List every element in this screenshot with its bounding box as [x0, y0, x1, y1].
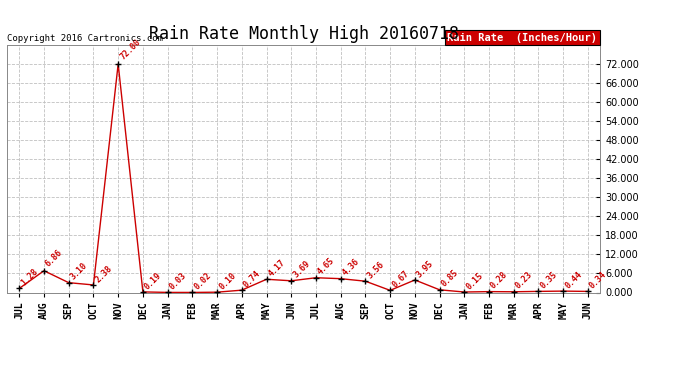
Text: 0.10: 0.10 — [217, 271, 237, 291]
Text: 4.36: 4.36 — [341, 257, 361, 278]
Text: 4.65: 4.65 — [316, 256, 337, 277]
Text: 0.23: 0.23 — [514, 270, 534, 291]
Text: 0.28: 0.28 — [489, 270, 509, 291]
Text: 0.35: 0.35 — [538, 270, 559, 291]
Text: 3.10: 3.10 — [69, 261, 89, 282]
Text: 0.03: 0.03 — [168, 271, 188, 291]
Text: 4.17: 4.17 — [266, 258, 287, 278]
Text: 0.44: 0.44 — [563, 270, 584, 290]
Text: 2.38: 2.38 — [93, 264, 114, 284]
Text: 0.85: 0.85 — [440, 268, 460, 289]
Text: 0.02: 0.02 — [193, 271, 213, 291]
Text: 1.28: 1.28 — [19, 267, 40, 288]
Text: 0.67: 0.67 — [390, 269, 411, 290]
Text: 3.69: 3.69 — [291, 260, 312, 280]
Text: 0.74: 0.74 — [241, 269, 262, 289]
Title: Rain Rate Monthly High 20160718: Rain Rate Monthly High 20160718 — [148, 26, 459, 44]
Text: Rain Rate  (Inches/Hour): Rain Rate (Inches/Hour) — [447, 33, 598, 42]
Text: 0.34: 0.34 — [588, 270, 609, 291]
Text: 0.15: 0.15 — [464, 271, 485, 291]
Text: 0.19: 0.19 — [143, 270, 164, 291]
Text: 6.86: 6.86 — [44, 248, 64, 268]
Text: Copyright 2016 Cartronics.com: Copyright 2016 Cartronics.com — [7, 33, 163, 42]
Text: 72.00: 72.00 — [118, 38, 142, 62]
Text: 3.56: 3.56 — [366, 260, 386, 280]
Text: 3.95: 3.95 — [415, 258, 435, 279]
